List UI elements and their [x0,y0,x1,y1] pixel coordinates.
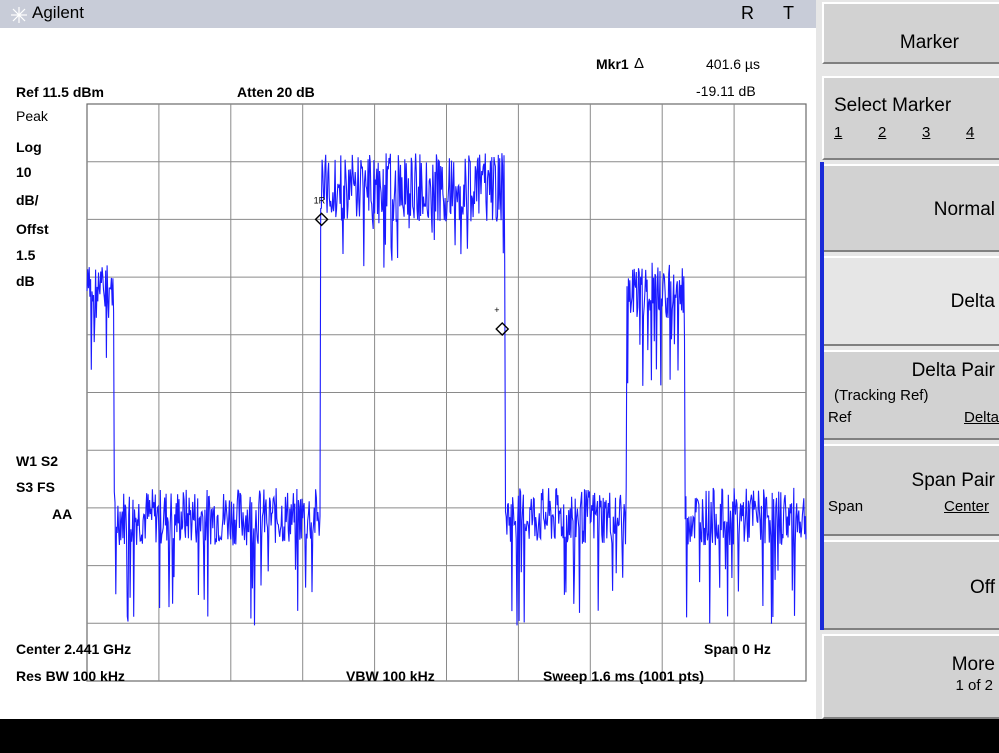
marker-menu-title: Marker [822,2,999,64]
marker-label: 1R [314,195,326,205]
analyzer-screen: Mkr1 Δ 401.6 µs -19.11 dB Ref 11.5 dBm A… [0,28,816,719]
marker-diamond [314,212,329,227]
delta-pair-delta: Delta [964,409,999,426]
delta-label: Delta [950,291,995,312]
marker-label: + [494,305,499,315]
trace-line [86,153,807,626]
span-pair-key[interactable]: Span Pair Span Center [822,444,999,536]
delta-pair-label: Delta Pair [911,360,995,381]
trace-w1-s2: W1 S2 [16,453,59,469]
span-pair-center: Center [944,498,990,515]
more-page: 1 of 2 [955,677,993,694]
vbw: VBW 100 kHz [346,668,435,684]
offset-unit: dB [16,273,35,289]
select-marker-label: Select Marker [834,95,952,116]
app-name: Agilent [32,3,84,22]
off-key[interactable]: Off [822,540,999,630]
span-pair-label: Span Pair [911,470,995,491]
status-bar [0,719,999,753]
select-marker-key[interactable]: Select Marker 1 2 3 4 [822,76,999,160]
softkey-panel: Marker Select Marker 1 2 3 4 Normal Delt… [816,0,999,719]
marker-readout-label: Mkr1 [596,56,629,72]
marker-readout-amplitude: -19.11 dB [696,83,756,99]
center-freq: Center 2.441 GHz [16,641,132,657]
normal-key[interactable]: Normal [822,164,999,252]
active-key-bracket [820,162,824,630]
remote-indicator: R [741,3,754,23]
res-bw: Res BW 100 kHz [16,668,125,684]
agilent-logo-icon [11,7,27,23]
select-marker-option-4: 4 [966,124,975,141]
detector: Peak [16,108,48,124]
markers-group: 1R + [314,195,510,337]
ref-level: Ref 11.5 dBm [16,84,104,100]
select-marker-option-2: 2 [878,124,887,141]
scale-unit: dB/ [16,192,39,208]
scale-value: 10 [16,164,32,180]
delta-pair-ref: Ref [828,409,852,426]
sweep: Sweep 1.6 ms (1001 pts) [543,668,705,684]
marker-title: Marker [899,32,959,53]
marker-readout-time: 401.6 µs [706,56,760,72]
off-label: Off [970,577,995,598]
trace-s3-fs: S3 FS [16,479,55,495]
offset-label: Offst [16,221,49,237]
scale-type: Log [16,139,42,155]
trace-aa: AA [52,506,73,522]
more-label: More [951,654,995,675]
offset-value: 1.5 [16,247,36,263]
plot-grid [86,103,807,682]
span: Span 0 Hz [704,641,771,657]
delta-key[interactable]: Delta [822,256,999,346]
span-pair-span: Span [828,498,864,515]
marker-readout-delta: Δ [634,55,645,72]
more-key[interactable]: More 1 of 2 [822,634,999,719]
delta-pair-sub: (Tracking Ref) [834,387,929,404]
normal-label: Normal [933,199,995,220]
marker-diamond [495,322,510,337]
attenuation: Atten 20 dB [237,84,315,100]
select-marker-option-1: 1 [834,124,843,141]
title-bar [0,0,816,28]
spectrum-plot: 1R + [86,103,807,682]
select-marker-option-3: 3 [922,124,931,141]
talk-indicator: T [783,3,794,23]
delta-pair-key[interactable]: Delta Pair (Tracking Ref) Ref Delta [822,350,999,440]
